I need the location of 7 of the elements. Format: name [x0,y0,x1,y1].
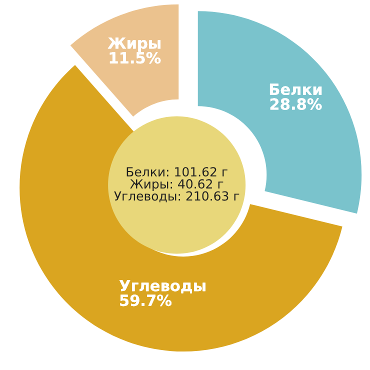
data-label: 59.7% [120,294,172,306]
slice-label: Углеводы [119,280,206,294]
slice-label: Белки [270,84,322,96]
text: Белки: 101.62 г Жиры: 40.62 г Углеводы: 210.63 г [114,167,240,202]
slice-label: Жиры [108,37,161,52]
data-label: 28.8% [270,98,322,110]
data-label: 11.5% [110,52,161,64]
